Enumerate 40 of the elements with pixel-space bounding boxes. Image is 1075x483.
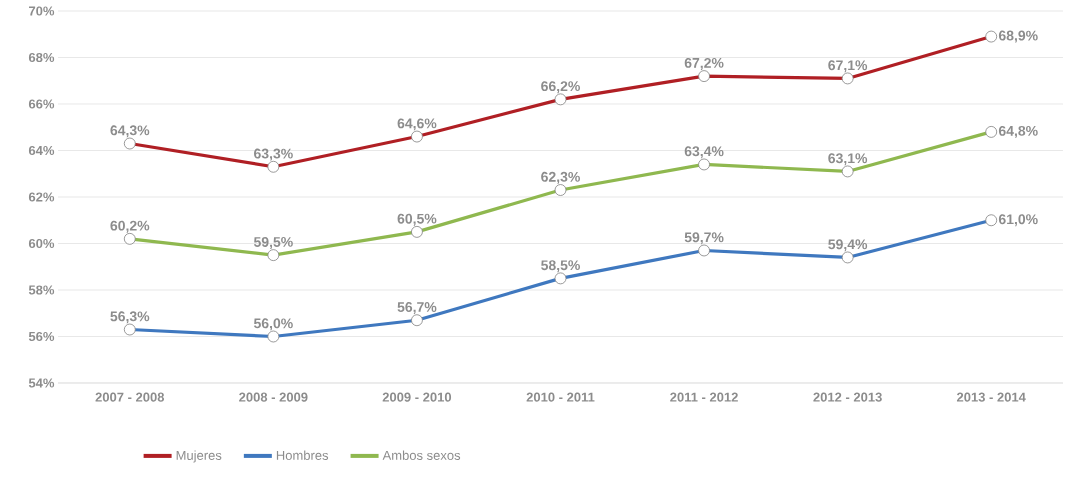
- y-tick-label: 68%: [28, 52, 55, 63]
- data-label: 58,5%: [541, 260, 580, 273]
- x-tick-label: 2009 - 2010: [382, 392, 452, 402]
- x-tick-label: 2010 - 2011: [526, 392, 595, 402]
- data-label: 59,5%: [253, 236, 293, 249]
- data-label: 63,4%: [684, 146, 724, 159]
- data-label: 67,1%: [828, 60, 868, 73]
- data-label: 63,1%: [828, 153, 868, 166]
- data-label: 64,8%: [998, 125, 1038, 138]
- data-label: 62,3%: [541, 171, 580, 184]
- y-tick-label: 60%: [28, 238, 55, 249]
- y-tick-label: 64%: [28, 145, 55, 156]
- data-label: 56,7%: [397, 302, 437, 315]
- data-label: 63,3%: [254, 148, 293, 161]
- y-tick-label: 54%: [28, 378, 55, 388]
- data-label: 59,7%: [684, 232, 724, 245]
- data-label: 56,0%: [253, 318, 293, 331]
- x-tick-label: 2012 - 2013: [813, 392, 882, 402]
- data-label: 64,3%: [110, 125, 150, 138]
- y-tick-label: 70%: [29, 6, 55, 16]
- legend-label: Mujeres: [176, 450, 222, 463]
- y-tick-label: 58%: [28, 285, 55, 295]
- data-label: 56,3%: [110, 311, 150, 324]
- data-label: 60,5%: [397, 213, 437, 226]
- x-tick-label: 2008 - 2009: [239, 392, 308, 402]
- y-tick-label: 56%: [28, 331, 55, 342]
- data-label: 64,6%: [397, 118, 437, 131]
- data-label: 61,0%: [998, 214, 1038, 227]
- y-tick-label: 66%: [28, 99, 55, 109]
- data-label: 68,9%: [998, 30, 1038, 43]
- data-label: 60,2%: [110, 220, 150, 233]
- y-tick-label: 62%: [28, 192, 55, 202]
- legend-label: Hombres: [276, 450, 329, 460]
- data-label: 67,2%: [684, 57, 724, 70]
- legend-label: Ambos sexos: [382, 450, 461, 460]
- data-label: 59,4%: [828, 239, 868, 252]
- x-tick-label: 2013 - 2014: [956, 392, 1026, 402]
- data-label: 66,2%: [541, 81, 580, 94]
- x-tick-label: 2011 - 2012: [670, 392, 738, 402]
- x-tick-label: 2007 - 2008: [95, 392, 165, 402]
